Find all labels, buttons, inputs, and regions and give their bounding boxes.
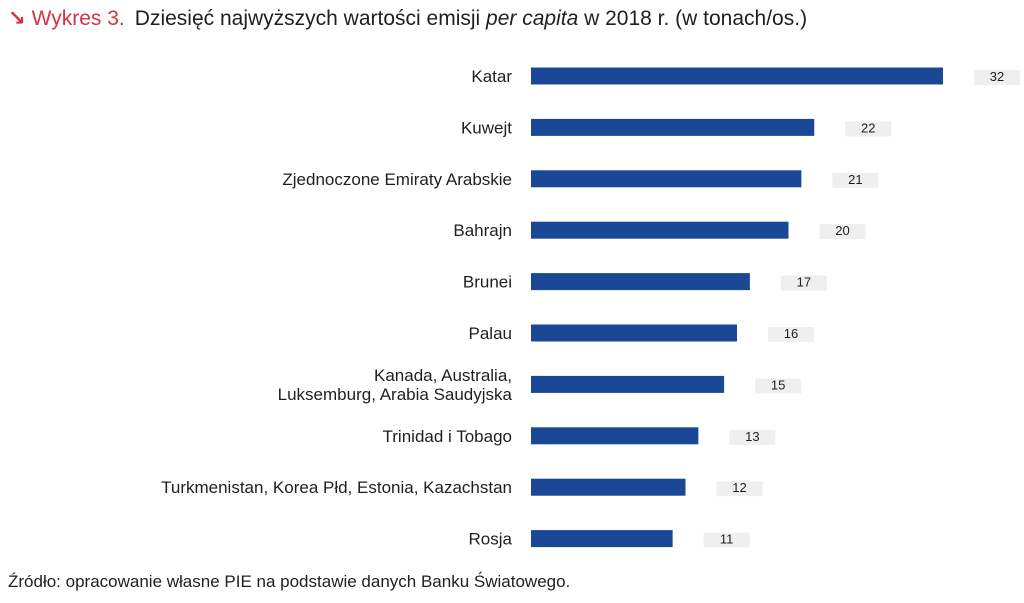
source-note: Źródło: opracowanie własne PIE na podsta… xyxy=(8,572,571,591)
category-label: Brunei xyxy=(463,273,512,292)
title-text-italic: per capita xyxy=(486,7,579,30)
value-label: 11 xyxy=(720,532,734,547)
category-label: Kuwejt xyxy=(461,118,512,137)
value-label: 21 xyxy=(848,172,862,187)
value-label-bg xyxy=(768,327,814,342)
bar xyxy=(531,375,725,393)
bar xyxy=(531,324,737,342)
value-label: 32 xyxy=(990,69,1004,84)
chart-number: Wykres 3. xyxy=(31,7,125,30)
value-label-bg xyxy=(845,121,892,137)
chart-title: ↘ Wykres 3. Dziesięć najwyższych wartości … xyxy=(8,6,807,31)
bar xyxy=(531,478,686,496)
value-label: 22 xyxy=(861,120,875,135)
category-label: Palau xyxy=(469,324,512,343)
value-label-bg xyxy=(755,378,802,394)
category-label: Rosja xyxy=(469,530,513,549)
bar xyxy=(531,118,815,136)
category-label: Zjednoczone Emiraty Arabskie xyxy=(282,170,512,189)
bar-chart: Katar 32 Kuwejt 22 Zjednoczone Emiraty Arabs… xyxy=(161,67,1020,549)
title-text-part2: w 2018 r. (w tonach/os.) xyxy=(584,7,808,30)
value-label: 16 xyxy=(784,326,798,341)
value-label: 17 xyxy=(797,275,811,290)
category-label: Katar xyxy=(471,67,512,86)
bar xyxy=(531,427,699,445)
value-label-bg xyxy=(974,70,1020,85)
arrow-down-right-icon: ↘ xyxy=(8,7,26,30)
title-text-part1: Dziesięć najwyższych wartości emisji xyxy=(134,7,481,30)
category-label: Trinidad i Tobago xyxy=(383,427,512,446)
value-label-bg xyxy=(832,172,879,188)
value-label: 12 xyxy=(732,480,746,495)
bar xyxy=(531,170,802,188)
bar xyxy=(531,530,673,548)
category-label: Turkmenistan, Korea Płd, Estonia, Kazach… xyxy=(161,478,512,497)
category-label: Bahrajn xyxy=(453,221,512,240)
bar xyxy=(531,67,943,85)
value-label: 20 xyxy=(835,223,849,238)
value-label-bg xyxy=(780,275,827,291)
category-label: Luksemburg, Arabia Saudyjska xyxy=(278,385,513,404)
value-label-bg xyxy=(716,481,763,497)
category-label: Kanada, Australia, xyxy=(374,366,512,385)
value-label-bg xyxy=(729,429,776,445)
value-label: 15 xyxy=(771,377,785,392)
value-label-bg xyxy=(819,224,866,240)
value-label-bg xyxy=(703,532,750,548)
value-label: 13 xyxy=(745,429,759,444)
bar xyxy=(531,273,750,291)
bar xyxy=(531,221,789,239)
